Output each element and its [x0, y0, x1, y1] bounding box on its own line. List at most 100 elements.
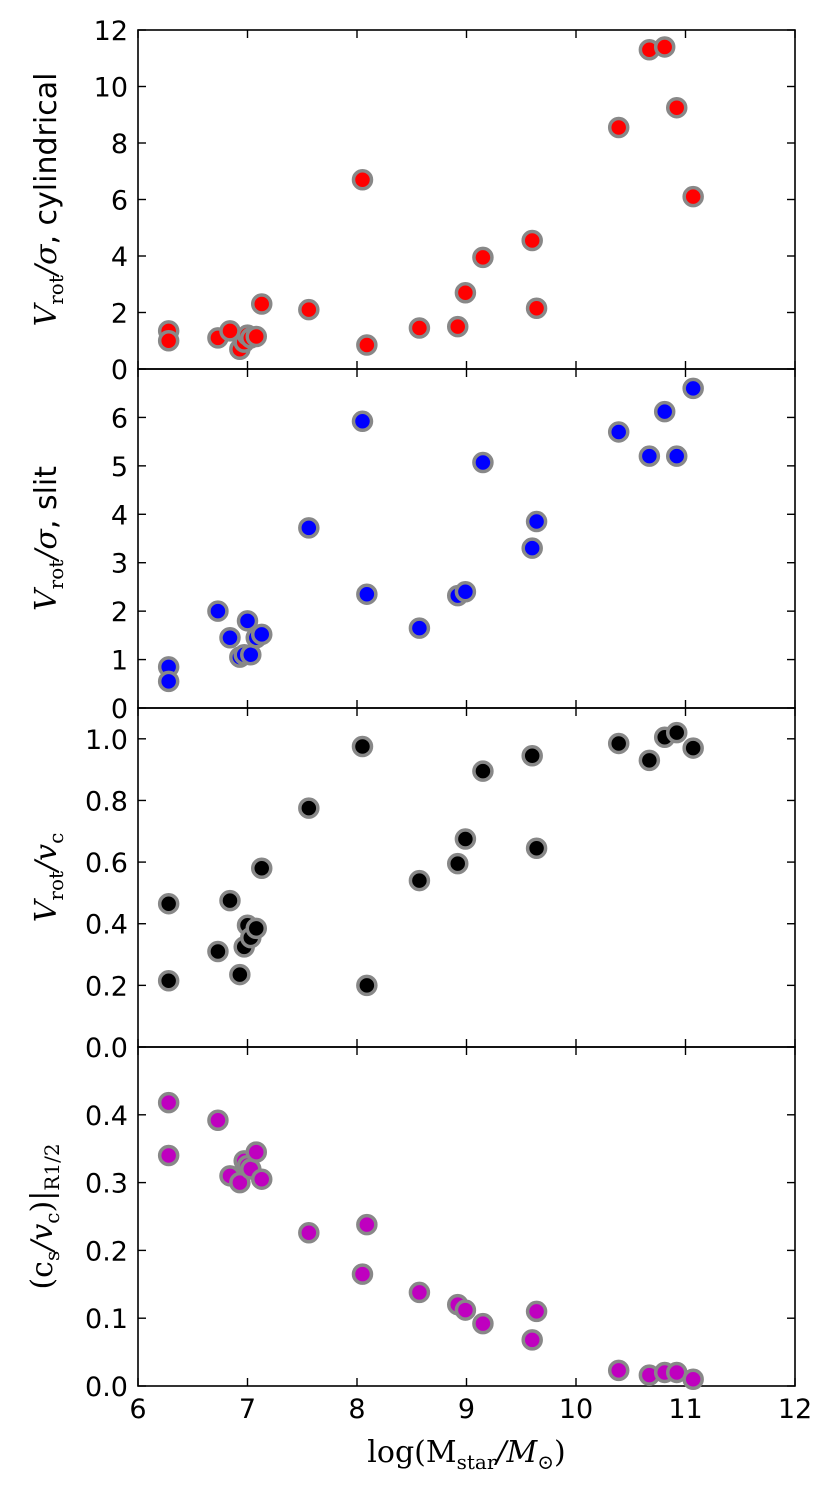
data-point: [521, 537, 543, 559]
panel-frame: [137, 707, 796, 1048]
data-point: [525, 297, 548, 320]
data-point: [607, 116, 630, 139]
panel-3: 0.0 0.2 0.4 0.6 0.8 1.0 Vrot/vc: [29, 707, 796, 1064]
y-tick-label: 6: [111, 186, 128, 217]
y-axis-label-prefix: (c: [25, 1261, 60, 1290]
x-axis-label: log(Mstar/M⊙): [367, 1435, 565, 1474]
y-axis-label: Vrot/vc: [29, 833, 68, 923]
y-tick-label: 0.1: [85, 1304, 128, 1335]
data-point: [245, 1141, 268, 1163]
data-point: [351, 1263, 374, 1285]
y-tick-label: 5: [111, 452, 128, 483]
data-point: [472, 1312, 494, 1335]
y-axis-label-mid: /v: [29, 844, 64, 874]
y-tick-label: 1: [111, 646, 128, 677]
data-point: [521, 1329, 543, 1351]
data-point: [521, 229, 543, 252]
y-axis-label-sub: rot: [44, 560, 68, 590]
data-point: [356, 334, 378, 356]
data-point: [351, 410, 374, 433]
data-point: [472, 451, 494, 474]
y-axis-label-mid: /σ: [29, 528, 64, 563]
data-point: [408, 869, 431, 892]
y-tick-label: 0: [111, 694, 128, 725]
data-point: [250, 1168, 273, 1190]
data-point: [665, 721, 688, 744]
data-point: [408, 317, 431, 339]
y-tick-label: 0.6: [85, 848, 128, 879]
data-point: [298, 797, 320, 819]
data-point: [638, 445, 661, 467]
data-point: [207, 600, 229, 622]
data-point: [351, 168, 374, 191]
y-axis-label-prefix: V: [29, 897, 64, 922]
panel-4: 0.0 0.1 0.2 0.3 0.4 (cs/vc)|R1/2 6 7 8 9 10 11 12 log…: [25, 1046, 812, 1474]
y-tick-label: 4: [111, 500, 128, 531]
y-axis-label-sub: s: [40, 1251, 64, 1261]
data-point: [682, 185, 704, 208]
y-tick-label: 0.2: [85, 971, 128, 1002]
data-point: [207, 1109, 229, 1131]
x-axis-label-sub: star: [457, 1450, 497, 1474]
y-tick-label: 10: [94, 73, 128, 104]
data-point: [607, 1359, 630, 1382]
data-point: [665, 445, 688, 467]
y-tick-label: 3: [111, 549, 128, 580]
y-axis-label-sub2: c: [40, 1213, 64, 1224]
data-point: [472, 760, 494, 782]
y-axis-label-sub: rot: [44, 871, 68, 901]
data-point: [229, 963, 251, 986]
data-point: [446, 315, 469, 338]
data-point: [351, 735, 374, 758]
data-point: [298, 298, 320, 321]
y-axis-label: Vrot/σ, slit: [29, 466, 68, 611]
y-tick-label: 4: [111, 242, 128, 273]
y-tick-label: 12: [94, 16, 128, 47]
x-tick-label: 6: [129, 1394, 146, 1425]
data-point: [454, 281, 477, 304]
data-point: [454, 581, 477, 603]
y-axis-label-mid: /v: [25, 1224, 60, 1254]
x-axis-label-prefix: log(M: [367, 1435, 456, 1470]
x-tick-label: 9: [458, 1394, 475, 1425]
y-tick-label: 2: [111, 299, 128, 330]
data-point: [157, 670, 180, 693]
data-point: [157, 892, 180, 915]
y-tick-label: 2: [111, 597, 128, 628]
data-point: [219, 889, 241, 912]
data-point: [682, 737, 704, 759]
data-point: [250, 857, 273, 880]
y-tick-label: 0: [111, 355, 128, 386]
y-axis-label-sub3: R1/2: [40, 1143, 64, 1190]
x-axis-label-sub2: ⊙: [537, 1450, 554, 1474]
data-point: [653, 400, 676, 423]
y-axis-label: Vrot/σ, cylindrical: [29, 73, 68, 327]
data-point: [472, 246, 494, 269]
y-axis-label-sub2: c: [44, 833, 68, 844]
data-point: [607, 732, 630, 755]
data-point: [207, 940, 229, 963]
data-point: [250, 293, 273, 315]
x-tick-label: 8: [348, 1394, 365, 1425]
y-tick-label: 1.0: [85, 725, 128, 756]
data-point: [157, 1144, 180, 1167]
y-axis-label-prefix: V: [29, 586, 64, 611]
y-axis-label: (cs/vc)|R1/2: [25, 1143, 64, 1289]
data-point: [653, 36, 676, 58]
data-point: [157, 330, 180, 352]
panel-2: 0 1 2 3 4 5 6 Vrot/σ, slit: [29, 368, 796, 725]
data-point: [665, 96, 688, 119]
y-tick-label: 0.2: [85, 1236, 128, 1267]
y-tick-label: 8: [111, 129, 128, 160]
x-tick-label: 12: [778, 1394, 812, 1425]
x-tick-label: 10: [559, 1394, 593, 1425]
data-point: [298, 1222, 320, 1244]
y-tick-label: 0.0: [85, 1372, 128, 1403]
x-tick-label: 11: [668, 1394, 702, 1425]
data-point: [356, 974, 378, 997]
data-point: [408, 1281, 431, 1304]
y-axis-label-suffix: )|: [25, 1191, 60, 1213]
panel-1: 0 2 4 6 8 10 12 Vrot/σ, cylindrical: [29, 16, 796, 386]
x-tick-label: 7: [239, 1394, 256, 1425]
y-tick-label: 0.0: [85, 1033, 128, 1064]
